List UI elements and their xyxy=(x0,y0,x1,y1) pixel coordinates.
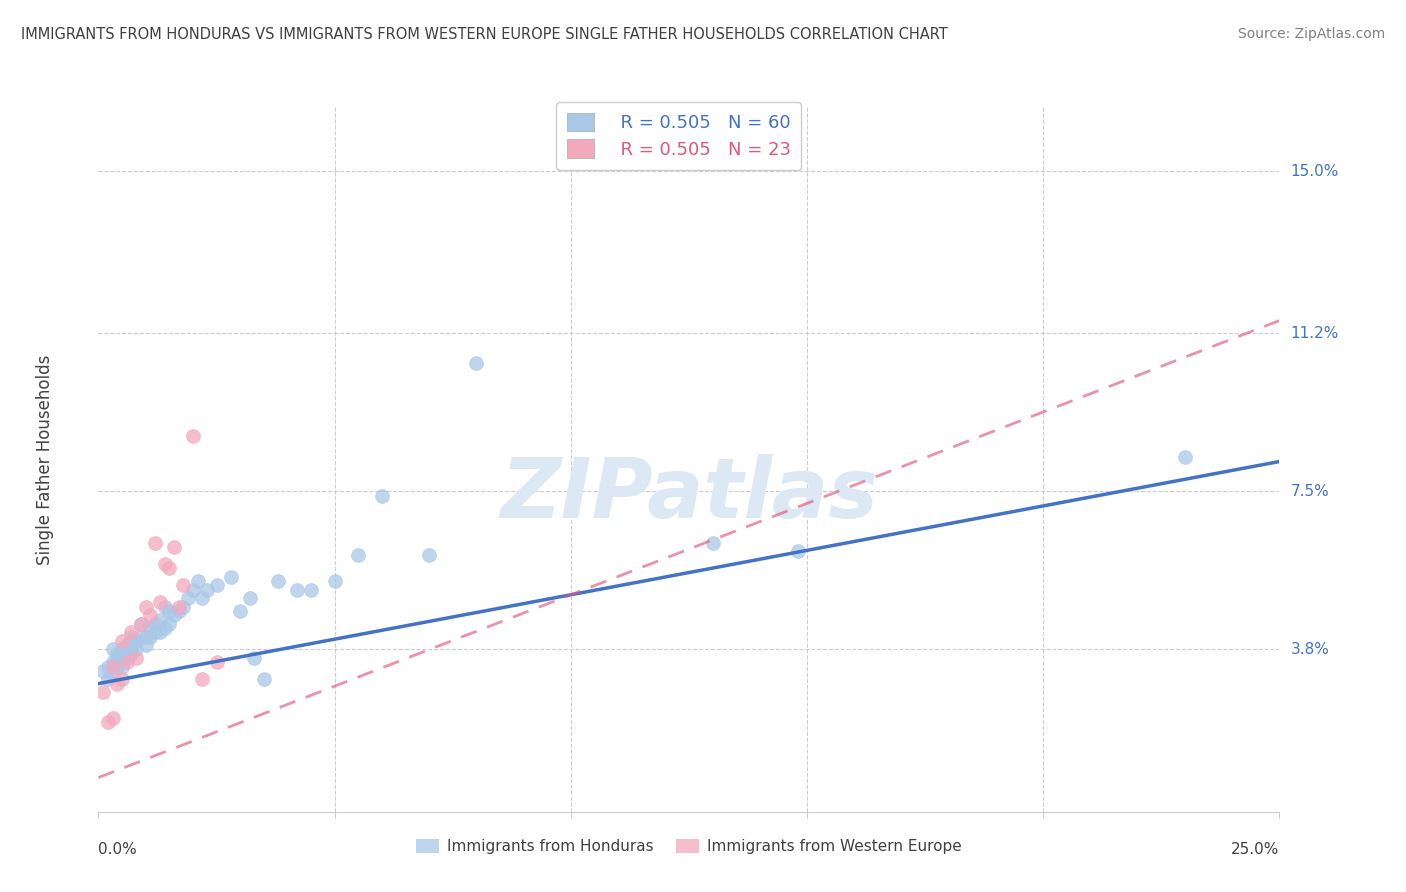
Point xyxy=(115,651,138,665)
Point xyxy=(105,647,128,661)
Point xyxy=(371,489,394,503)
Point xyxy=(111,642,134,657)
Point xyxy=(205,578,228,592)
Point xyxy=(285,582,308,597)
Point xyxy=(105,676,128,690)
Point xyxy=(153,599,176,614)
Point xyxy=(153,557,176,571)
Point xyxy=(139,630,162,644)
Point xyxy=(101,655,124,669)
Point xyxy=(129,630,152,644)
Point xyxy=(135,599,157,614)
Point xyxy=(105,659,128,673)
Point xyxy=(97,659,120,673)
Point xyxy=(157,561,180,575)
Point xyxy=(786,544,808,558)
Point xyxy=(125,633,148,648)
Point xyxy=(253,673,276,687)
Text: 25.0%: 25.0% xyxy=(1232,842,1279,857)
Point xyxy=(229,604,252,618)
Point xyxy=(111,673,134,687)
Legend: Immigrants from Honduras, Immigrants from Western Europe: Immigrants from Honduras, Immigrants fro… xyxy=(411,833,967,861)
Point xyxy=(149,613,172,627)
Point xyxy=(299,582,322,597)
Text: 11.2%: 11.2% xyxy=(1291,326,1339,341)
Point xyxy=(125,642,148,657)
Text: Source: ZipAtlas.com: Source: ZipAtlas.com xyxy=(1237,27,1385,41)
Point xyxy=(121,625,143,640)
Text: 0.0%: 0.0% xyxy=(98,842,138,857)
Point xyxy=(267,574,290,588)
Point xyxy=(111,659,134,673)
Point xyxy=(153,621,176,635)
Text: Single Father Households: Single Father Households xyxy=(37,354,55,565)
Point xyxy=(143,535,166,549)
Point xyxy=(157,616,180,631)
Point xyxy=(115,647,138,661)
Point xyxy=(243,651,266,665)
Point xyxy=(97,714,120,729)
Point xyxy=(181,582,204,597)
Point xyxy=(167,604,190,618)
Point xyxy=(191,673,214,687)
Point xyxy=(418,549,440,563)
Point xyxy=(239,591,262,606)
Point xyxy=(143,625,166,640)
Point xyxy=(187,574,209,588)
Point xyxy=(135,638,157,652)
Text: IMMIGRANTS FROM HONDURAS VS IMMIGRANTS FROM WESTERN EUROPE SINGLE FATHER HOUSEHO: IMMIGRANTS FROM HONDURAS VS IMMIGRANTS F… xyxy=(21,27,948,42)
Point xyxy=(172,599,194,614)
Point xyxy=(101,642,124,657)
Point xyxy=(111,647,134,661)
Point xyxy=(465,356,488,370)
Text: ZIPatlas: ZIPatlas xyxy=(501,454,877,535)
Point xyxy=(191,591,214,606)
Point xyxy=(115,638,138,652)
Point xyxy=(105,651,128,665)
Point xyxy=(111,633,134,648)
Point xyxy=(702,535,724,549)
Point xyxy=(91,664,114,678)
Point xyxy=(97,673,120,687)
Point xyxy=(172,578,194,592)
Point xyxy=(121,642,143,657)
Point xyxy=(163,540,186,554)
Text: 3.8%: 3.8% xyxy=(1291,642,1330,657)
Point xyxy=(149,595,172,609)
Point xyxy=(177,591,200,606)
Point xyxy=(101,659,124,673)
Point xyxy=(149,625,172,640)
Point xyxy=(129,616,152,631)
Point xyxy=(139,621,162,635)
Point xyxy=(129,616,152,631)
Point xyxy=(347,549,370,563)
Point xyxy=(323,574,346,588)
Point xyxy=(157,604,180,618)
Point xyxy=(121,633,143,648)
Point xyxy=(195,582,218,597)
Point xyxy=(101,711,124,725)
Point xyxy=(143,616,166,631)
Point xyxy=(219,570,242,584)
Point xyxy=(125,651,148,665)
Point xyxy=(121,647,143,661)
Point xyxy=(167,599,190,614)
Point xyxy=(115,655,138,669)
Text: 15.0%: 15.0% xyxy=(1291,163,1339,178)
Point xyxy=(1174,450,1197,465)
Text: 7.5%: 7.5% xyxy=(1291,484,1329,499)
Point xyxy=(205,655,228,669)
Point xyxy=(101,668,124,682)
Point xyxy=(139,608,162,623)
Point xyxy=(181,429,204,443)
Point xyxy=(121,630,143,644)
Point xyxy=(91,685,114,699)
Point xyxy=(163,608,186,623)
Point xyxy=(135,630,157,644)
